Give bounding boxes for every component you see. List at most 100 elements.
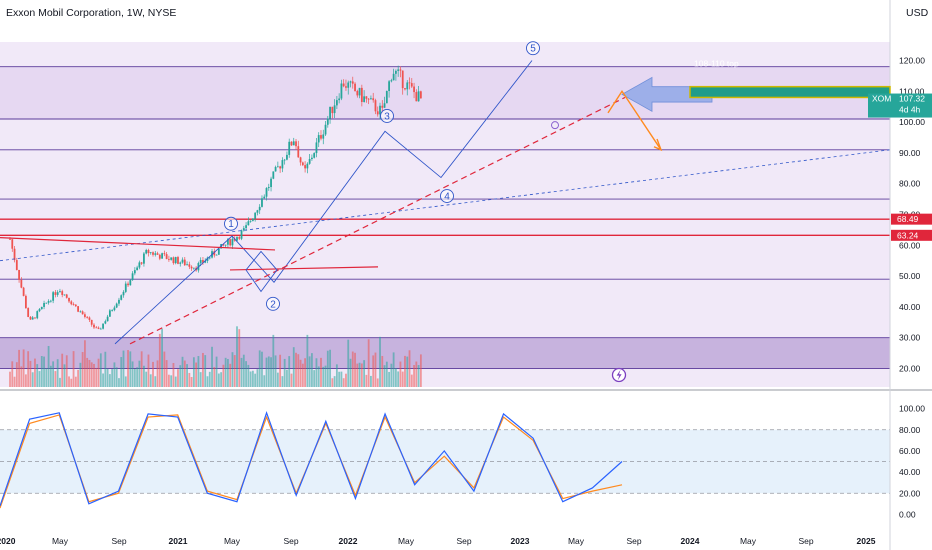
volume-bar bbox=[18, 349, 20, 387]
volume-bar bbox=[84, 340, 86, 387]
candle-body bbox=[354, 83, 356, 92]
volume-bar bbox=[351, 351, 354, 387]
time-tick-label: Sep bbox=[626, 536, 641, 546]
candle-body bbox=[204, 260, 207, 263]
lightning-icon[interactable] bbox=[611, 367, 627, 383]
candle-body bbox=[120, 295, 123, 300]
volume-bar bbox=[322, 366, 325, 387]
stochastic-tick-label: 80.00 bbox=[899, 425, 921, 435]
volume-bar bbox=[15, 362, 18, 387]
candle-body bbox=[419, 91, 422, 99]
candle-body bbox=[129, 280, 132, 286]
candle-body bbox=[143, 253, 145, 264]
volume-bar bbox=[81, 352, 84, 387]
candle-body bbox=[156, 253, 159, 255]
volume-bar bbox=[63, 364, 66, 387]
volume-bar bbox=[188, 372, 191, 387]
candle-body bbox=[29, 316, 32, 320]
candle-body bbox=[158, 254, 161, 259]
candle-body bbox=[397, 69, 400, 71]
volume-bar bbox=[347, 339, 350, 387]
candle-body bbox=[202, 259, 204, 263]
volume-bar bbox=[197, 356, 200, 387]
candle-body bbox=[102, 323, 104, 329]
price-tick-label: 40.00 bbox=[899, 302, 921, 312]
volume-bar bbox=[177, 369, 179, 387]
candle-body bbox=[106, 316, 109, 322]
candle-body bbox=[172, 257, 175, 264]
candle-body bbox=[145, 250, 148, 254]
volume-bar bbox=[331, 378, 334, 387]
xom-last-price: 107.32 bbox=[899, 94, 925, 104]
candle-body bbox=[61, 291, 64, 295]
volume-bar bbox=[279, 354, 282, 387]
candle-body bbox=[11, 239, 14, 249]
volume-bar bbox=[90, 362, 93, 387]
volume-bar bbox=[40, 356, 43, 387]
volume-bar bbox=[133, 368, 136, 387]
stochastic-tick-label: 100.00 bbox=[899, 404, 925, 414]
volume-bar bbox=[272, 334, 275, 387]
candle-body bbox=[261, 198, 263, 207]
volume-bar bbox=[59, 377, 61, 387]
candle-body bbox=[383, 103, 386, 108]
candle-body bbox=[108, 310, 111, 317]
volume-bar bbox=[129, 351, 132, 387]
candle-body bbox=[231, 238, 234, 246]
volume-bar bbox=[43, 356, 45, 387]
candle-body bbox=[154, 253, 157, 255]
volume-bar bbox=[288, 356, 291, 387]
candle-body bbox=[18, 269, 20, 280]
triangle-pattern bbox=[245, 250, 278, 293]
volume-bar bbox=[313, 370, 316, 387]
volume-bar bbox=[149, 374, 152, 387]
volume-bar bbox=[190, 376, 193, 387]
volume-bar bbox=[131, 361, 134, 387]
volume-bar bbox=[356, 363, 359, 387]
candle-body bbox=[340, 83, 343, 99]
candle-body bbox=[192, 267, 195, 269]
volume-bar bbox=[145, 371, 148, 387]
candle-body bbox=[385, 90, 388, 104]
candle-body bbox=[301, 162, 304, 166]
volume-bar bbox=[406, 356, 409, 387]
volume-bar bbox=[395, 367, 397, 387]
volume-bar bbox=[11, 361, 14, 387]
candle-body bbox=[72, 304, 75, 306]
price-tick-label: 90.00 bbox=[899, 148, 921, 158]
volume-bar bbox=[267, 356, 270, 387]
target-zone-label: 108-110 top bbox=[694, 59, 739, 69]
volume-bar bbox=[170, 375, 173, 387]
candle-body bbox=[308, 159, 311, 164]
wave-marker-4 bbox=[440, 189, 454, 203]
volume-bar bbox=[74, 376, 77, 387]
candle-body bbox=[217, 248, 220, 255]
wave-marker-1 bbox=[224, 216, 238, 231]
volume-bar bbox=[263, 375, 266, 387]
candle-body bbox=[404, 88, 406, 90]
candle-body bbox=[86, 316, 89, 318]
candle-body bbox=[326, 118, 329, 125]
price-tick-label: 120.00 bbox=[899, 55, 925, 65]
volume-bar bbox=[163, 351, 166, 387]
candle-body bbox=[349, 81, 352, 83]
time-tick-label: May bbox=[568, 536, 585, 546]
volume-bar bbox=[70, 378, 73, 387]
candle-body bbox=[113, 307, 116, 311]
candle-body bbox=[406, 82, 409, 90]
volume-bar bbox=[224, 357, 227, 387]
volume-bar bbox=[79, 362, 82, 387]
time-tick-label: 2024 bbox=[681, 536, 700, 546]
volume-bar bbox=[419, 354, 422, 387]
volume-bar bbox=[154, 376, 157, 387]
volume-bar bbox=[392, 352, 395, 387]
time-axis: 2020 May Sep 2021 May Sep 2022 May Sep 2023 May Sep… bbox=[0, 536, 876, 546]
volume-bar bbox=[270, 357, 272, 387]
candle-body bbox=[149, 252, 152, 254]
time-tick-label: 2020 bbox=[0, 536, 16, 546]
candle-body bbox=[311, 157, 313, 160]
wave-label-3: 3 bbox=[384, 111, 390, 122]
volume-bar bbox=[399, 361, 402, 387]
volume-bar bbox=[104, 351, 107, 387]
candle-body bbox=[274, 166, 277, 172]
